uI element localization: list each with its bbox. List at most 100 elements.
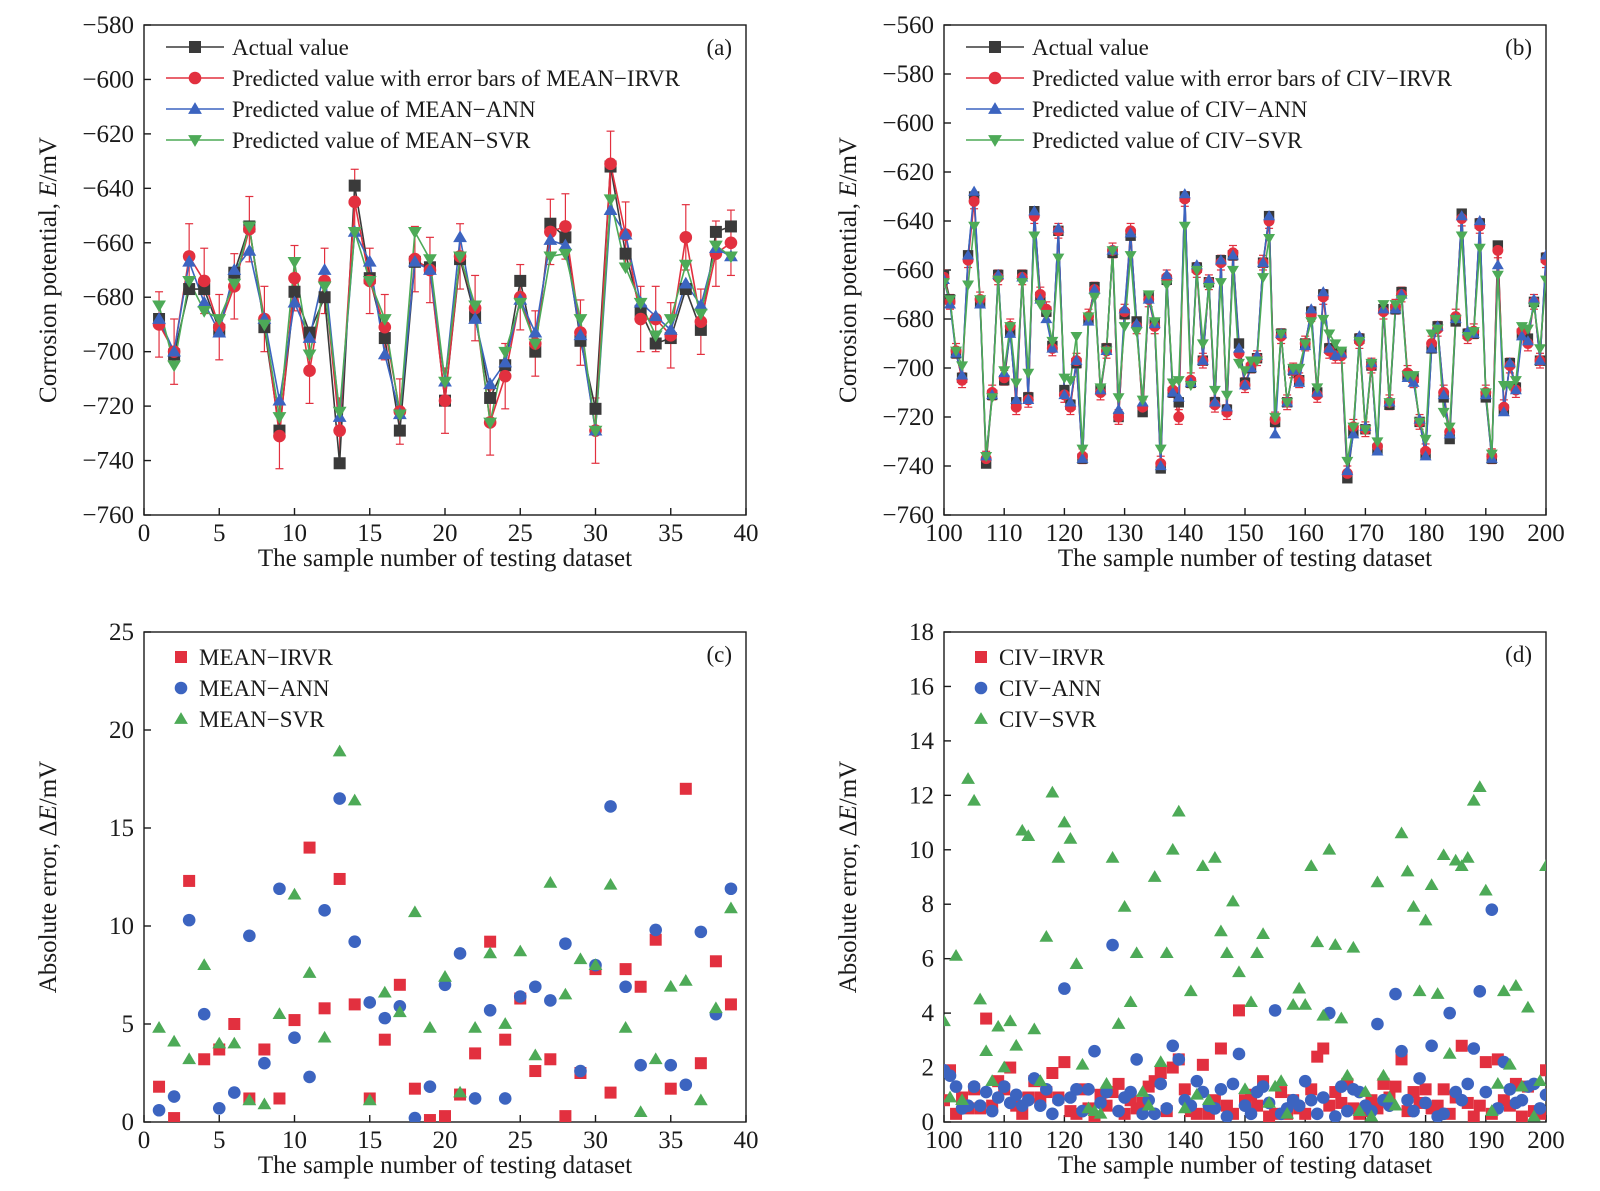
data-point (183, 283, 196, 296)
data-point (468, 300, 482, 313)
legend-item: MEAN−ANN (174, 676, 330, 701)
data-point (1358, 1085, 1373, 1097)
data-point (618, 1021, 633, 1033)
data-point (694, 925, 708, 939)
legend-label: Predicted value of MEAN−ANN (232, 97, 536, 122)
data-point (318, 904, 331, 917)
data-point (529, 980, 542, 994)
data-point (453, 230, 467, 243)
y-axis-label: Absolute error, ΔE/mV (835, 761, 862, 993)
data-point (663, 314, 678, 326)
data-point (1317, 286, 1330, 297)
data-point (588, 425, 603, 438)
x-tick-label: 170 (1347, 1127, 1385, 1154)
data-point (1118, 303, 1131, 314)
data-point (302, 966, 317, 978)
data-point (1490, 1076, 1505, 1089)
data-point (1244, 1107, 1258, 1121)
y-tick-label: 0 (122, 1109, 135, 1136)
data-point (1485, 903, 1499, 916)
data-point (694, 315, 708, 329)
data-point (1539, 859, 1546, 871)
y-tick-label: 6 (922, 946, 935, 973)
y-tick-label: −640 (882, 208, 934, 235)
data-point (513, 990, 527, 1003)
panel-label: (a) (706, 35, 732, 60)
data-point (1425, 1039, 1438, 1053)
data-point (1521, 1000, 1535, 1013)
data-point (1172, 1053, 1186, 1066)
data-point (559, 1110, 572, 1122)
data-point (1304, 859, 1319, 871)
data-point (1166, 1039, 1180, 1053)
data-point (377, 985, 392, 998)
legend-item: Actual value (966, 35, 1149, 60)
data-point (1257, 256, 1270, 267)
x-tick-label: 180 (1407, 1127, 1445, 1154)
data-point (997, 1080, 1011, 1093)
data-point (423, 254, 437, 267)
y-axis-label: Corrosion potential, E/mV (35, 137, 62, 403)
data-point (962, 280, 975, 291)
data-point (1147, 870, 1162, 882)
x-tick-label: 200 (1527, 1127, 1565, 1154)
data-point (648, 309, 663, 322)
data-point (1088, 283, 1101, 294)
data-point (1298, 1074, 1312, 1088)
x-tick-label: 0 (138, 520, 151, 547)
data-point (1003, 1014, 1018, 1027)
data-point (197, 306, 212, 318)
data-point (378, 332, 391, 345)
data-point (1407, 376, 1420, 387)
data-point (1214, 924, 1228, 937)
data-point (1076, 444, 1089, 455)
data-point (1388, 1098, 1403, 1111)
x-tick-label: 200 (1527, 520, 1565, 547)
data-point (152, 1103, 166, 1117)
y-tick-label: −720 (882, 404, 934, 431)
data-point (1401, 1093, 1414, 1107)
data-point (1094, 383, 1107, 394)
data-point (649, 337, 662, 350)
data-point (1046, 342, 1059, 353)
data-point (1286, 998, 1301, 1010)
legend-label: Predicted value with error bars of MEAN−… (232, 66, 681, 91)
data-point (1105, 851, 1120, 863)
x-tick-label: 35 (658, 1127, 683, 1154)
data-point (1196, 354, 1209, 365)
data-point (1371, 445, 1384, 456)
data-point (1189, 1087, 1204, 1100)
panel-label: (d) (1505, 642, 1532, 667)
data-point (1153, 1055, 1168, 1067)
legend-marker (188, 102, 202, 114)
data-point (559, 220, 572, 233)
data-point (1239, 379, 1251, 390)
data-point (543, 875, 558, 888)
data-point (1485, 449, 1498, 460)
x-tick-label: 130 (1106, 520, 1144, 547)
data-point (227, 278, 242, 291)
data-point (648, 1052, 663, 1065)
data-point (1177, 1101, 1192, 1114)
data-point (1503, 380, 1516, 392)
data-point (1154, 460, 1167, 471)
x-tick-label: 160 (1286, 1127, 1324, 1154)
data-point (408, 227, 422, 239)
data-point (438, 376, 452, 389)
data-point (423, 263, 437, 275)
data-point (1238, 1082, 1252, 1095)
data-point (1293, 376, 1306, 387)
y-tick-label: −660 (882, 257, 934, 284)
data-point (1353, 336, 1366, 348)
legend-marker (988, 71, 1002, 85)
data-point (634, 980, 647, 993)
data-point (1484, 1104, 1499, 1116)
data-point (1159, 946, 1174, 959)
data-point (1100, 1085, 1113, 1099)
data-point (1467, 327, 1480, 338)
legend-marker (174, 681, 188, 695)
data-point (484, 935, 497, 948)
legend: Actual value Predicted value with error b… (166, 35, 681, 153)
data-point (679, 782, 692, 795)
data-point (1142, 290, 1155, 301)
